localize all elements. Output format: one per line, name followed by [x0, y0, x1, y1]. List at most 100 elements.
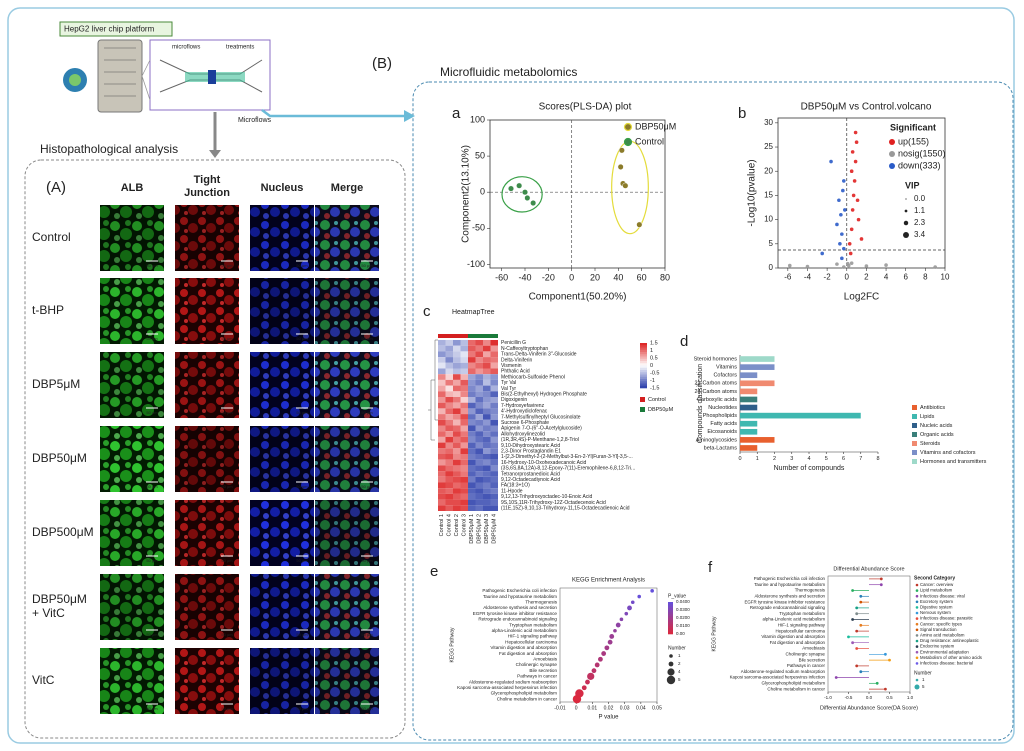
enrichment-dot	[598, 656, 603, 662]
heat-cell	[438, 391, 446, 397]
enrichment-dot	[585, 679, 590, 685]
heat-cell	[460, 465, 468, 472]
colorbar-label: 0.0100	[676, 623, 690, 628]
group-bar	[445, 334, 453, 338]
heat-cell	[483, 471, 491, 477]
heat-cell	[445, 402, 453, 409]
heat-cell	[490, 391, 498, 397]
colorbar-label: 1.5	[650, 340, 658, 346]
colorbar-label: 0	[650, 363, 653, 369]
colorbar-step	[668, 624, 673, 627]
legend-label: Infectious disease: viral	[920, 593, 965, 598]
heat-cell	[453, 482, 461, 489]
heat-cell	[490, 476, 498, 483]
heat-cell	[483, 391, 491, 397]
heat-cell	[475, 368, 483, 375]
x-tick-label: -20	[542, 273, 555, 283]
micrograph	[315, 648, 379, 714]
heat-cell	[475, 454, 483, 460]
heat-cell	[475, 351, 483, 358]
heat-cell	[490, 488, 498, 494]
legend-swatch	[640, 407, 645, 412]
plot-frame	[777, 117, 946, 269]
x-tick-label: 7	[859, 456, 862, 462]
heat-cell	[438, 374, 446, 380]
scale-bar-label: 50 μm	[361, 632, 373, 637]
dendrogram	[428, 339, 438, 441]
heat-cell	[445, 465, 453, 472]
heat-cell	[453, 374, 461, 380]
zoom-line	[141, 59, 151, 77]
y-tick-label: Pathogenic Escherichia coli infection	[482, 588, 557, 593]
y-tick-label: beta-Lactams	[704, 445, 738, 451]
heat-cell	[490, 397, 498, 403]
scale-bar-label: 50 μm	[221, 558, 233, 563]
row-label: 9,12,13-Trihydroxyoctadec-10-Enoic Acid	[501, 494, 592, 500]
panel-letter: (A)	[46, 179, 66, 196]
heat-cell	[453, 454, 461, 460]
row-label: Phthalic Acid	[501, 369, 530, 375]
y-tick-label: 0	[480, 187, 485, 197]
scale-bar-label: 50 μm	[146, 484, 158, 489]
heat-cell	[468, 425, 476, 432]
y-tick-label: Fat digestion and absorption	[499, 651, 557, 656]
score-dot	[851, 641, 854, 645]
legend-marker	[915, 662, 919, 665]
heat-cell	[460, 408, 468, 415]
size-label: 1	[922, 677, 925, 682]
bar	[740, 420, 758, 427]
platform-title: HepG2 liver chip platform	[64, 25, 155, 34]
y-tick-label: Vitamin digestion and absorption	[761, 634, 825, 639]
chart-title: Differential Abundance Score	[833, 566, 904, 572]
heat-cell	[460, 471, 468, 477]
legend-label: Hormones and transmitters	[920, 459, 987, 465]
micrograph	[100, 352, 164, 418]
x-tick-label: 2	[773, 456, 776, 462]
heat-cell	[438, 408, 446, 415]
colorbar-label: 0.0200	[676, 615, 690, 620]
legend-marker	[915, 622, 919, 626]
heat-cell	[468, 340, 476, 346]
row-label: Apigenin 7-O-(6''-O-Acetylglucoside)	[501, 426, 582, 432]
x-tick-label: 1	[756, 456, 759, 462]
flow-label: Microflows	[238, 117, 272, 124]
enrichment-dot	[591, 668, 597, 674]
size-label: 5	[678, 677, 681, 682]
heat-cell	[475, 385, 483, 392]
heat-cell	[468, 357, 476, 363]
size-label: 3.4	[914, 230, 926, 239]
heat-cell	[453, 408, 461, 415]
heat-cell	[438, 436, 446, 443]
colorbar-step	[640, 354, 647, 357]
legend-label: Cancer: specific types	[920, 621, 962, 626]
heat-cell	[460, 488, 468, 494]
colorbar-step	[640, 363, 647, 366]
legend-label: Nervous system	[920, 610, 951, 615]
legend-marker	[915, 600, 919, 604]
y-tick-label: Amoebiasis	[533, 656, 557, 661]
volcano-point	[837, 198, 841, 203]
heat-cell	[453, 448, 461, 454]
heat-cell	[445, 419, 453, 426]
row-label: Allohydroxylinezolid	[501, 431, 545, 437]
score-point	[618, 147, 625, 154]
heat-cell	[483, 408, 491, 415]
volcano-point	[835, 262, 839, 266]
micrograph	[315, 278, 379, 344]
y-tick-label: Fat digestion and absorption	[770, 640, 826, 645]
colorbar-step	[640, 367, 647, 371]
heat-cell	[438, 488, 446, 494]
x-tick-label: 4	[884, 273, 889, 282]
size-marker	[903, 232, 909, 238]
heat-cell	[483, 340, 491, 346]
row-label: Digoxigenin	[501, 397, 527, 403]
heat-cell	[438, 397, 446, 403]
x-axis-label: Component1(50.20%)	[529, 292, 627, 303]
legend-marker	[915, 634, 919, 637]
heat-cell	[490, 425, 498, 432]
row-label: Sucrose 6-Phosphate	[501, 420, 549, 426]
y-tick-label: EGFR tyrosine kinase inhibitor resistanc…	[473, 611, 558, 616]
x-tick-label: 2	[864, 273, 869, 282]
row-label: Control	[32, 230, 71, 244]
heat-cell	[490, 459, 498, 466]
